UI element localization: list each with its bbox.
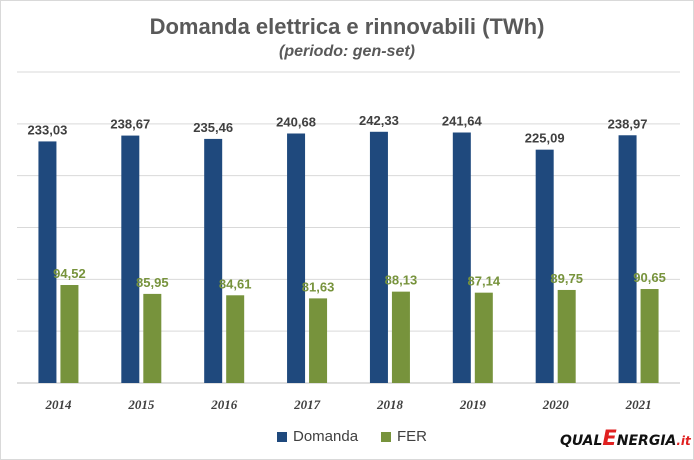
legend-item-fer: FER xyxy=(381,428,427,445)
chart-legend: Domanda FER xyxy=(0,428,694,448)
legend-item-domanda: Domanda xyxy=(277,428,358,445)
qualenergia-logo: QUALENERGIA.it xyxy=(560,426,691,450)
data-label-domanda-2015: 238,67 xyxy=(110,117,150,132)
x-tick-label-2019: 2019 xyxy=(459,397,487,412)
bar-fer-2019 xyxy=(474,292,493,383)
bar-domanda-2018 xyxy=(369,131,388,383)
legend-swatch-domanda xyxy=(277,431,287,442)
bar-fer-2021 xyxy=(640,289,659,383)
data-label-fer-2015: 85,95 xyxy=(136,275,169,290)
bar-fer-2018 xyxy=(391,291,410,383)
bar-domanda-2017 xyxy=(287,133,306,383)
bar-fer-2014 xyxy=(60,285,79,383)
bar-domanda-2016 xyxy=(204,138,223,383)
bar-domanda-2021 xyxy=(618,135,637,383)
data-label-domanda-2019: 241,64 xyxy=(442,113,483,128)
bar-fer-2020 xyxy=(557,289,576,383)
x-tick-label-2017: 2017 xyxy=(293,397,321,412)
chart-title: Domanda elettrica e rinnovabili (TWh) xyxy=(149,14,545,39)
logo-nergia: NERGIA xyxy=(616,433,677,449)
logo-qual: QUAL xyxy=(560,433,603,449)
data-label-domanda-2016: 235,46 xyxy=(193,120,233,135)
x-tick-label-2018: 2018 xyxy=(376,397,404,412)
data-label-domanda-2018: 242,33 xyxy=(359,113,399,128)
bar-fer-2017 xyxy=(309,298,328,383)
chart-subtitle: (periodo: gen-set) xyxy=(279,43,415,60)
bar-domanda-2014 xyxy=(38,141,57,383)
data-label-fer-2016: 84,61 xyxy=(219,276,252,291)
legend-label-fer: FER xyxy=(397,428,427,445)
logo-e: E xyxy=(602,426,617,450)
data-label-domanda-2014: 233,03 xyxy=(28,122,68,137)
x-tick-label-2016: 2016 xyxy=(210,397,238,412)
data-label-domanda-2020: 225,09 xyxy=(525,131,565,146)
data-label-fer-2018: 88,13 xyxy=(385,273,418,288)
bar-domanda-2015 xyxy=(121,135,140,383)
data-label-fer-2021: 90,65 xyxy=(633,270,666,285)
data-label-fer-2020: 89,75 xyxy=(550,271,583,286)
x-tick-label-2021: 2021 xyxy=(625,397,652,412)
data-label-fer-2014: 94,52 xyxy=(53,266,86,281)
data-label-domanda-2021: 238,97 xyxy=(608,116,648,131)
data-label-fer-2019: 87,14 xyxy=(468,274,501,289)
bar-fer-2015 xyxy=(143,293,162,383)
x-tick-label-2014: 2014 xyxy=(44,397,72,412)
legend-swatch-fer xyxy=(381,431,391,442)
data-label-fer-2017: 81,63 xyxy=(302,279,335,294)
data-label-domanda-2017: 240,68 xyxy=(276,114,316,129)
legend-label-domanda: Domanda xyxy=(293,428,359,445)
bar-domanda-2019 xyxy=(452,132,471,383)
bar-fer-2016 xyxy=(226,295,245,383)
logo-it: .it xyxy=(676,434,691,448)
x-tick-label-2020: 2020 xyxy=(542,397,570,412)
x-tick-label-2015: 2015 xyxy=(127,397,155,412)
bar-domanda-2020 xyxy=(535,149,554,383)
